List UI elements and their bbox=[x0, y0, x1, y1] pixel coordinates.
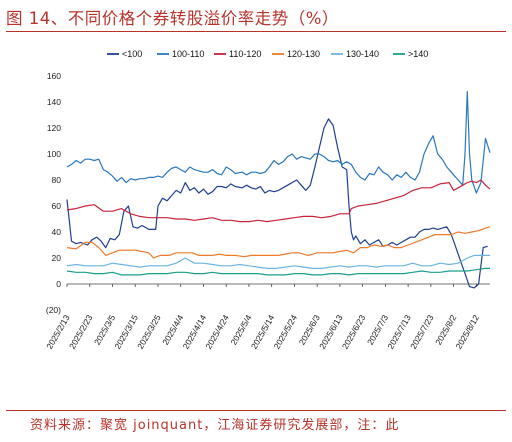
legend-label: 120-130 bbox=[287, 49, 320, 59]
chart-axes bbox=[66, 283, 490, 287]
x-tick-label: 2025/8/2 bbox=[433, 313, 458, 347]
legend-label: >140 bbox=[408, 49, 428, 59]
y-tick-label: 160 bbox=[47, 71, 61, 81]
figure-title: 图 14、不同价格个券转股溢价率走势（%） bbox=[6, 9, 339, 28]
chart-legend: <100 100-110 110-120 120-130 130-140 >140 bbox=[107, 49, 428, 59]
y-tick-label: 140 bbox=[47, 97, 61, 107]
series-line-110-120 bbox=[66, 179, 491, 223]
legend-label: <100 bbox=[122, 49, 142, 59]
x-tick-label: 2025/4/4 bbox=[160, 313, 185, 347]
y-tick-label: 40 bbox=[52, 227, 62, 237]
x-tick-label: 2025/3/5 bbox=[92, 313, 117, 347]
y-tick-label: (20) bbox=[46, 305, 61, 315]
title-divider bbox=[6, 31, 506, 32]
y-tick-label: 100 bbox=[47, 149, 61, 159]
y-tick-label: 60 bbox=[52, 201, 62, 211]
y-tick-label: 120 bbox=[47, 123, 61, 133]
series-line-120-130 bbox=[66, 226, 491, 259]
chart-series bbox=[66, 91, 491, 289]
line-chart: <100 100-110 110-120 120-130 130-140 >140 (20… bbox=[44, 49, 491, 351]
y-tick-label: 0 bbox=[56, 279, 61, 289]
legend-label: 100-110 bbox=[172, 49, 204, 59]
x-tick-label: 2025/5/4 bbox=[228, 313, 253, 347]
y-tick-label: 20 bbox=[52, 253, 62, 263]
footer-divider bbox=[6, 410, 506, 411]
series-line-130-140 bbox=[66, 254, 490, 269]
x-tick-label: 2025/6/3 bbox=[297, 313, 322, 347]
y-tick-label: 80 bbox=[52, 175, 62, 185]
legend-label: 130-140 bbox=[346, 49, 379, 59]
series-line-100-110 bbox=[66, 91, 491, 194]
x-tick-label: 2025/7/3 bbox=[365, 313, 390, 347]
source-note: 资料来源：聚宽 joinquant，江海证券研究发展部，注：此 bbox=[30, 418, 400, 433]
series-line-140 bbox=[66, 267, 490, 276]
series-line-100 bbox=[66, 118, 488, 289]
legend-label: 110-120 bbox=[229, 49, 261, 59]
